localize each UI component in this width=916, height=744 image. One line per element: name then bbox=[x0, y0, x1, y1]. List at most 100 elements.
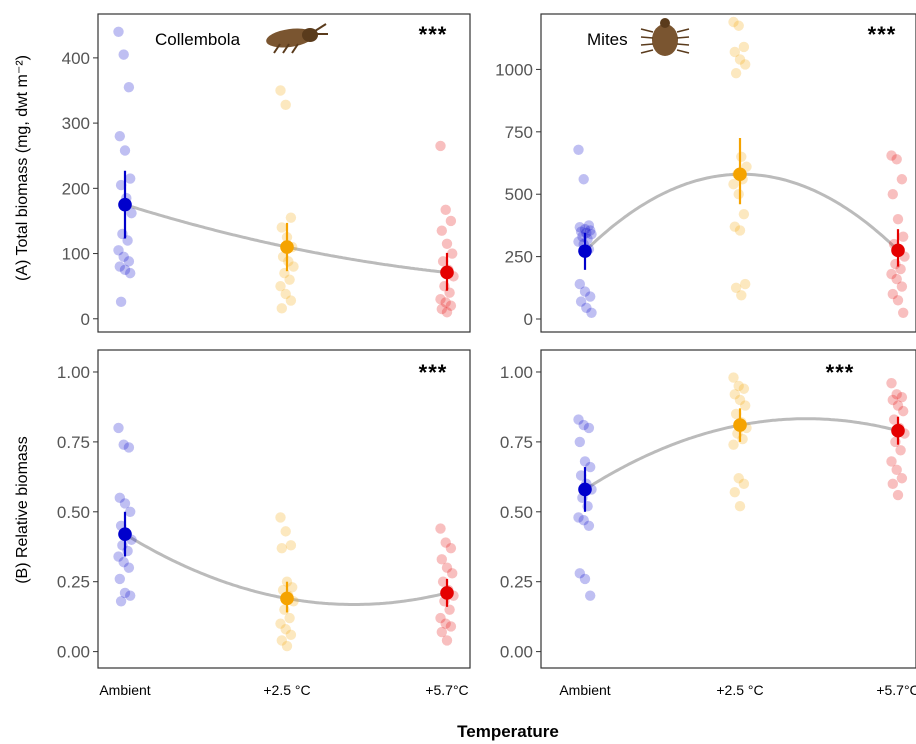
data-point bbox=[125, 590, 136, 601]
data-point bbox=[275, 512, 286, 523]
significance-marker: *** bbox=[868, 22, 897, 47]
y-tick-label: 250 bbox=[505, 248, 533, 267]
data-point bbox=[436, 554, 447, 565]
data-point bbox=[581, 302, 592, 313]
data-point bbox=[125, 506, 136, 517]
panel-collembola-relative: 0.00 0.25 0.50 0.75 1.00 Ambient +2.5 °C +5.7°C… bbox=[57, 349, 471, 698]
data-point bbox=[436, 303, 447, 315]
data-point bbox=[728, 16, 739, 28]
panel-label: Collembola bbox=[155, 30, 241, 49]
data-point bbox=[892, 400, 904, 411]
y-tick-label: 0.75 bbox=[57, 433, 90, 452]
data-point bbox=[575, 226, 587, 237]
data-point bbox=[284, 612, 295, 624]
data-point bbox=[441, 307, 453, 318]
data-point bbox=[441, 562, 453, 573]
data-point bbox=[275, 280, 286, 292]
panel-mites-total: 0 250 500 750 1000 *** Mites bbox=[495, 13, 916, 333]
y-tick-label: 0.50 bbox=[500, 503, 533, 522]
data-point bbox=[579, 286, 591, 297]
data-point bbox=[892, 489, 904, 501]
data-point bbox=[118, 49, 129, 60]
data-point bbox=[891, 464, 902, 476]
data-point bbox=[114, 130, 126, 142]
y-tick-label: 1.00 bbox=[57, 363, 90, 382]
y-tick-label: 200 bbox=[62, 179, 90, 198]
panel-frame bbox=[97, 13, 471, 333]
data-point bbox=[733, 189, 744, 200]
data-point bbox=[447, 248, 458, 259]
y-tick-label: 0 bbox=[81, 310, 90, 329]
data-point bbox=[123, 442, 135, 453]
data-point bbox=[574, 221, 585, 233]
mean-point bbox=[733, 167, 747, 182]
data-point bbox=[585, 590, 596, 601]
mean-point bbox=[891, 243, 905, 258]
data-point bbox=[891, 154, 902, 165]
x-axis-title: Temperature bbox=[457, 722, 559, 741]
data-point bbox=[119, 587, 131, 599]
data-point bbox=[898, 405, 909, 417]
data-point bbox=[728, 439, 739, 450]
x-tick-label: +5.7°C bbox=[876, 682, 916, 698]
data-point bbox=[733, 20, 744, 31]
data-point bbox=[738, 383, 750, 394]
data-point bbox=[887, 478, 898, 490]
panel-frame bbox=[540, 349, 916, 669]
data-point bbox=[886, 268, 897, 280]
data-point bbox=[583, 220, 595, 231]
mean-point bbox=[578, 244, 592, 258]
data-point bbox=[114, 573, 126, 585]
data-point bbox=[578, 174, 589, 185]
data-point bbox=[573, 512, 584, 523]
y-tick-label: 500 bbox=[505, 185, 533, 204]
data-point bbox=[118, 439, 129, 450]
mean-point bbox=[733, 418, 747, 432]
data-point bbox=[115, 296, 127, 308]
data-point bbox=[738, 478, 750, 490]
data-point bbox=[578, 419, 589, 431]
data-point bbox=[887, 394, 898, 406]
data-point bbox=[280, 288, 291, 300]
data-point bbox=[579, 573, 591, 585]
data-point bbox=[437, 256, 449, 267]
data-point bbox=[888, 414, 900, 425]
data-point bbox=[891, 389, 902, 400]
x-tick-label: Ambient bbox=[99, 682, 150, 698]
significance-marker: *** bbox=[419, 360, 448, 385]
data-point bbox=[435, 294, 446, 305]
data-point bbox=[113, 26, 124, 37]
data-point bbox=[281, 640, 293, 652]
data-point bbox=[736, 151, 747, 162]
data-point bbox=[277, 251, 289, 263]
data-point bbox=[123, 256, 135, 267]
data-point bbox=[579, 223, 591, 235]
mean-point bbox=[440, 265, 454, 280]
data-point bbox=[896, 281, 908, 292]
data-point bbox=[275, 85, 286, 96]
data-point bbox=[740, 278, 751, 290]
data-point bbox=[573, 414, 584, 425]
data-point bbox=[436, 225, 447, 236]
data-point bbox=[892, 295, 904, 306]
data-point bbox=[892, 213, 904, 225]
data-point bbox=[886, 150, 897, 161]
data-point bbox=[280, 526, 291, 537]
data-point bbox=[734, 225, 746, 236]
y-tick-label: 0.25 bbox=[57, 573, 90, 592]
data-point bbox=[287, 582, 298, 593]
data-point bbox=[733, 380, 744, 392]
data-point bbox=[440, 204, 451, 216]
mean-point bbox=[280, 240, 294, 254]
data-point bbox=[113, 551, 124, 562]
data-point bbox=[730, 282, 742, 294]
y-axis-label-top: (A) Total biomass (mg, dwt m⁻²) bbox=[14, 55, 31, 281]
data-point bbox=[285, 629, 297, 641]
data-point bbox=[276, 303, 287, 314]
data-point bbox=[895, 445, 906, 456]
data-point bbox=[119, 145, 131, 156]
data-point bbox=[276, 222, 287, 233]
data-point bbox=[285, 212, 297, 223]
data-point bbox=[574, 568, 585, 579]
